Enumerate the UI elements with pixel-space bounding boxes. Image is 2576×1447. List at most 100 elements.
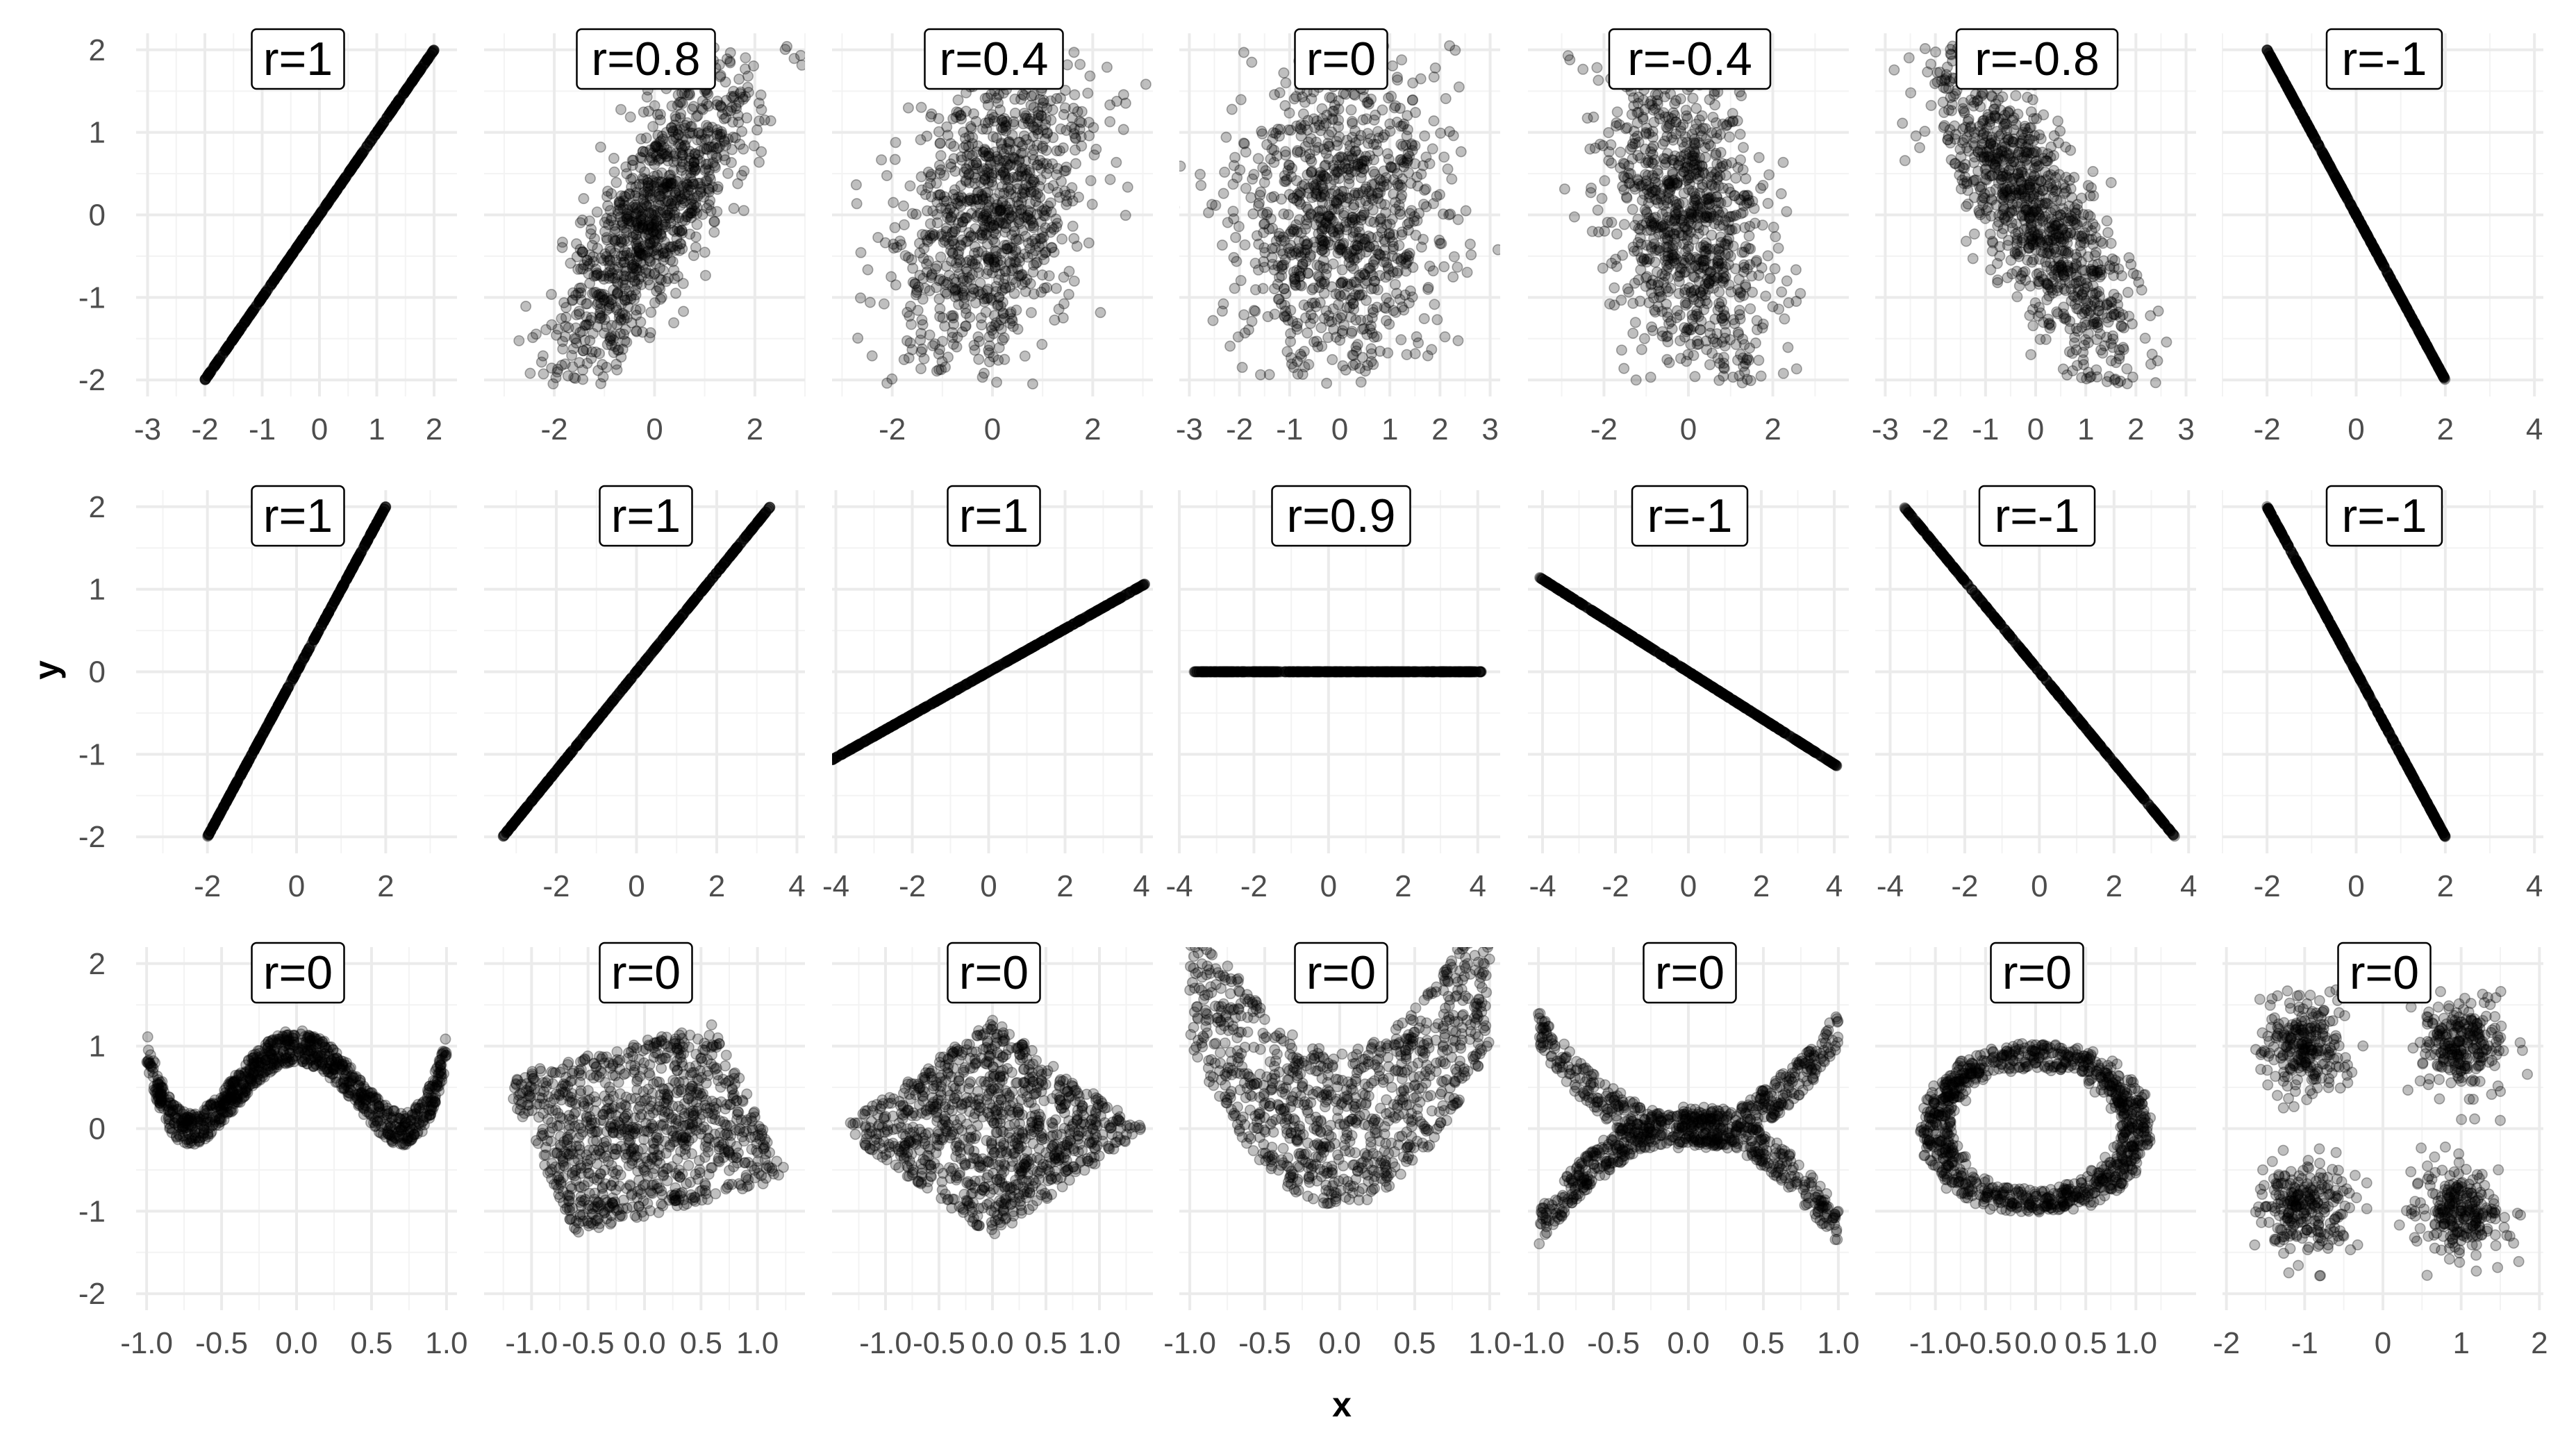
data-point — [637, 249, 649, 261]
data-point — [621, 235, 633, 246]
data-point — [233, 324, 245, 336]
data-point — [644, 190, 656, 201]
data-point — [310, 214, 322, 226]
data-point — [1411, 331, 1422, 342]
data-point — [1017, 118, 1029, 130]
data-point — [676, 180, 688, 192]
data-point — [654, 153, 665, 165]
data-point — [1925, 99, 1937, 111]
data-point — [649, 100, 660, 112]
data-point — [967, 193, 979, 205]
data-point — [566, 294, 578, 306]
data-point — [992, 256, 1004, 268]
data-point — [328, 189, 340, 201]
data-point — [220, 344, 232, 356]
data-point — [276, 262, 288, 274]
data-point — [1429, 62, 1441, 74]
data-point — [208, 360, 220, 372]
data-point — [754, 115, 765, 127]
data-point — [631, 278, 643, 290]
data-point — [706, 149, 718, 160]
data-point — [580, 298, 592, 310]
data-point — [392, 97, 404, 108]
data-point — [1762, 250, 1774, 262]
data-point — [233, 325, 245, 337]
data-point — [1740, 173, 1752, 185]
data-point — [349, 158, 360, 170]
data-point — [315, 208, 326, 219]
data-point — [981, 124, 992, 135]
data-point — [240, 315, 252, 326]
data-point — [385, 106, 397, 117]
data-point — [1002, 158, 1013, 170]
data-point — [654, 262, 666, 274]
data-point — [1293, 214, 1305, 226]
data-point — [977, 287, 988, 299]
data-point — [1678, 254, 1690, 266]
data-point — [693, 127, 705, 139]
data-point — [410, 69, 422, 81]
data-point — [1321, 377, 1333, 389]
data-point — [1007, 249, 1019, 261]
data-point — [309, 215, 321, 227]
data-point — [1415, 73, 1427, 85]
data-point — [557, 343, 569, 355]
data-point — [401, 83, 413, 94]
data-point — [647, 226, 659, 237]
data-point — [724, 47, 736, 58]
data-point — [249, 301, 261, 313]
data-point — [936, 228, 947, 240]
data-point — [562, 370, 574, 382]
data-point — [941, 195, 953, 207]
data-point — [422, 53, 434, 65]
data-point — [673, 212, 685, 224]
data-point — [685, 121, 697, 133]
data-point — [378, 117, 390, 128]
data-point — [1669, 150, 1681, 162]
data-point — [1734, 128, 1746, 140]
data-point — [201, 370, 213, 382]
data-point — [576, 246, 588, 258]
data-point — [1076, 140, 1088, 152]
data-point — [1014, 214, 1026, 226]
data-point — [638, 186, 650, 198]
data-point — [637, 219, 649, 231]
data-point — [1024, 220, 1036, 232]
data-point — [604, 270, 615, 282]
data-point — [981, 229, 992, 241]
data-point — [1025, 307, 1037, 319]
data-point — [296, 235, 308, 246]
data-point — [999, 353, 1011, 365]
x-tick-label: 0 — [646, 412, 663, 446]
data-point — [989, 236, 1001, 248]
data-point — [970, 172, 981, 184]
data-point — [281, 256, 292, 268]
data-point — [345, 164, 357, 176]
x-tick-label: 2 — [1084, 412, 1101, 446]
data-point — [711, 152, 723, 164]
data-point — [1760, 290, 1772, 302]
data-point — [1004, 281, 1016, 293]
data-point — [1008, 256, 1020, 268]
data-point — [426, 47, 438, 58]
data-point — [290, 243, 301, 255]
data-point — [1031, 140, 1043, 151]
data-point — [972, 261, 983, 273]
data-point — [878, 298, 890, 310]
data-point — [1647, 158, 1659, 169]
data-point — [292, 240, 304, 252]
data-point — [1032, 112, 1044, 124]
data-point — [741, 112, 753, 124]
data-point — [698, 191, 710, 203]
data-point — [630, 208, 642, 219]
data-point — [947, 331, 958, 343]
data-point — [1390, 100, 1402, 112]
data-point — [233, 324, 245, 336]
data-point — [303, 224, 315, 236]
data-point — [276, 262, 288, 274]
data-point — [914, 247, 926, 259]
data-point — [631, 229, 642, 241]
data-point — [701, 175, 713, 187]
data-point — [1290, 91, 1302, 103]
data-point — [599, 327, 610, 339]
